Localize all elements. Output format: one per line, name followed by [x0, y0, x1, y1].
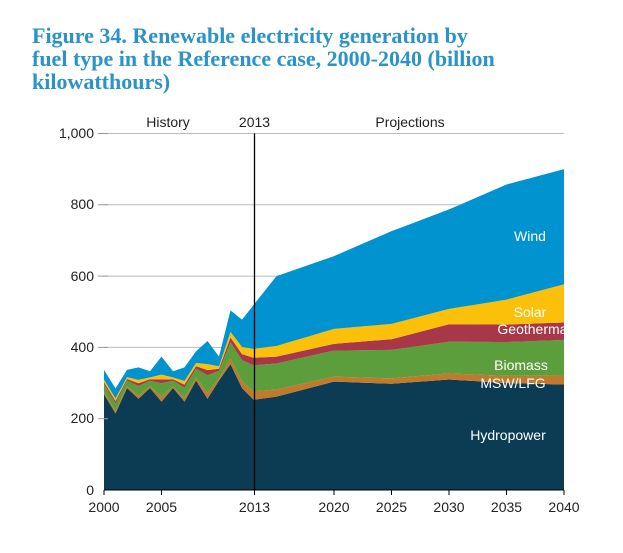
svg-text:200: 200: [71, 410, 95, 426]
svg-text:800: 800: [71, 196, 95, 212]
svg-text:400: 400: [71, 339, 95, 355]
svg-text:2000: 2000: [88, 499, 119, 515]
svg-text:2025: 2025: [376, 499, 407, 515]
svg-text:2030: 2030: [433, 499, 464, 515]
svg-text:600: 600: [71, 268, 95, 284]
svg-text:2020: 2020: [318, 499, 349, 515]
svg-text:Solar: Solar: [514, 304, 547, 320]
svg-text:Wind: Wind: [514, 228, 546, 244]
svg-text:2040: 2040: [548, 499, 579, 515]
svg-text:Hydropower: Hydropower: [470, 427, 546, 443]
svg-text:0: 0: [86, 482, 94, 498]
svg-text:Projections: Projections: [375, 114, 444, 130]
svg-text:Biomass: Biomass: [494, 357, 548, 373]
svg-text:1,000: 1,000: [59, 125, 94, 141]
svg-text:Geothermal: Geothermal: [497, 321, 570, 337]
svg-text:2035: 2035: [491, 499, 522, 515]
svg-text:2013: 2013: [239, 114, 270, 130]
svg-text:History: History: [146, 114, 190, 130]
svg-text:2013: 2013: [239, 499, 270, 515]
svg-text:2005: 2005: [146, 499, 177, 515]
svg-text:MSW/LFG: MSW/LFG: [480, 375, 545, 391]
